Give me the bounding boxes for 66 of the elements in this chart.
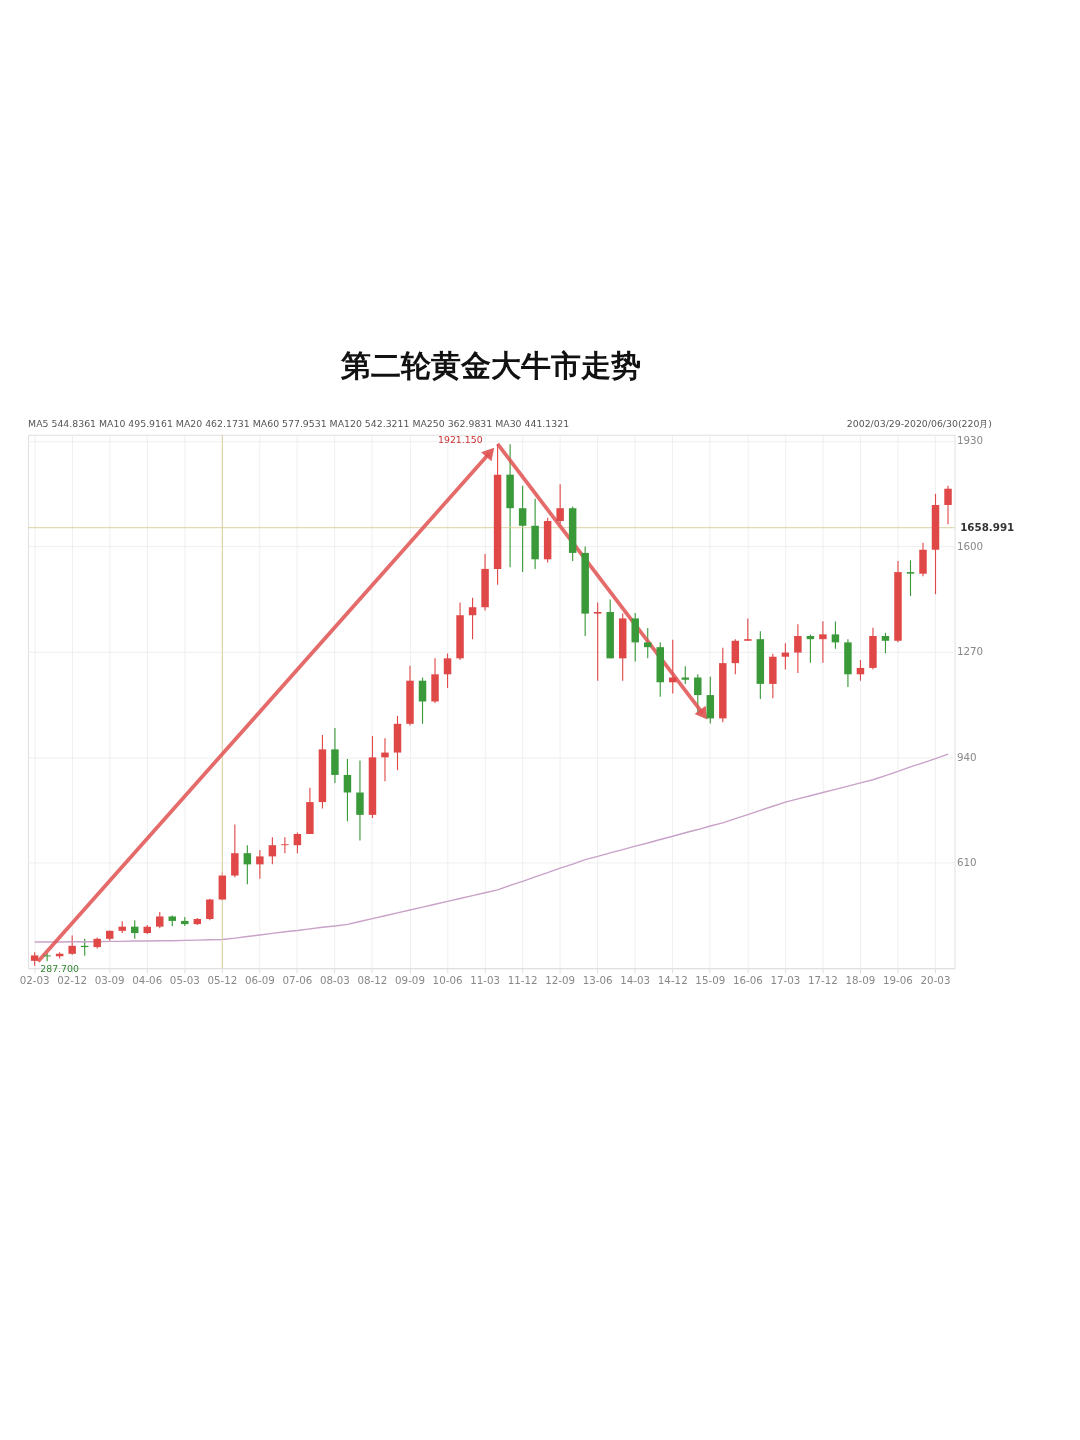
x-tick-label: 12-09	[545, 973, 576, 986]
x-tick-label: 04-06	[132, 973, 163, 986]
x-tick-label: 13-06	[582, 973, 613, 986]
y-tick-label: 1270	[956, 645, 984, 658]
x-tick-label: 11-03	[470, 973, 501, 986]
x-tick-label: 14-03	[620, 973, 651, 986]
x-tick-label: 15-09	[695, 973, 726, 986]
candlestick	[206, 898, 214, 921]
candlestick	[418, 676, 427, 725]
chart-title: 第二轮黄金大牛市走势	[340, 347, 642, 383]
y-tick-label: 610	[956, 856, 977, 869]
candlestick	[268, 836, 277, 865]
candlestick	[731, 638, 740, 675]
candlestick	[819, 620, 827, 664]
y-tick-label: 1930	[956, 434, 984, 447]
x-tick-label: 05-03	[169, 973, 200, 986]
x-tick-label: 14-12	[657, 973, 688, 986]
annotation: 1921.150	[438, 434, 483, 446]
candlestick	[68, 935, 76, 956]
x-tick-label: 08-12	[357, 973, 388, 986]
candlestick	[356, 760, 364, 841]
x-tick-label: 07-06	[282, 973, 313, 986]
candlestick	[643, 627, 652, 659]
ref-line-label: 1658.991	[960, 520, 1015, 533]
x-tick-label: 02-03	[19, 973, 50, 986]
x-tick-label: 05-12	[207, 973, 238, 986]
candlestick	[281, 836, 289, 854]
candlestick	[919, 542, 927, 577]
x-tick-label: 08-03	[320, 973, 350, 986]
candlestick	[518, 485, 527, 573]
x-tick-label: 11-12	[507, 973, 538, 986]
candlestick	[906, 559, 915, 597]
candlestick	[831, 621, 840, 650]
candlestick	[256, 849, 264, 880]
line-series	[33, 753, 949, 943]
x-tick-label: 09-09	[395, 973, 425, 986]
candlestick	[231, 823, 239, 878]
x-tick-label: 10-06	[432, 973, 463, 986]
text: MA5 544.8361 MA10 495.9161 MA20 462.1731 MA60 577.9531 MA120 542.3211 MA250 362.9831 MA30 441.1321	[28, 418, 570, 430]
candlestick	[794, 623, 802, 674]
candlestick	[243, 844, 252, 885]
candlestick	[881, 632, 890, 654]
candlestick	[781, 642, 790, 671]
x-tick-label: 17-12	[807, 973, 838, 986]
candlestick	[593, 601, 602, 682]
candlestick	[556, 483, 564, 525]
x-tick-label: 17-03	[770, 973, 801, 986]
candlestick	[631, 612, 639, 663]
y-tick-label: 1600	[956, 539, 984, 552]
candlestick	[944, 485, 952, 525]
x-tick-label: 20-03	[920, 973, 951, 986]
candlestick	[293, 831, 302, 854]
x-tick-label: 16-06	[732, 973, 763, 986]
text: 2002/03/29-2020/06/30(220月)	[846, 418, 993, 430]
y-tick-label: 940	[956, 750, 977, 763]
candlestick	[343, 758, 352, 822]
candlestick	[706, 676, 715, 725]
x-tick-label: 19-06	[883, 973, 913, 986]
x-tick-label: 02-12	[57, 973, 88, 986]
x-tick-label: 06-09	[244, 973, 275, 986]
annotation: 287.700	[40, 963, 79, 975]
candlestick	[744, 617, 752, 642]
x-tick-label: 03-09	[94, 973, 125, 986]
candlestick	[443, 652, 452, 689]
candlestick	[468, 597, 477, 640]
x-tick-label: 18-09	[845, 973, 876, 986]
